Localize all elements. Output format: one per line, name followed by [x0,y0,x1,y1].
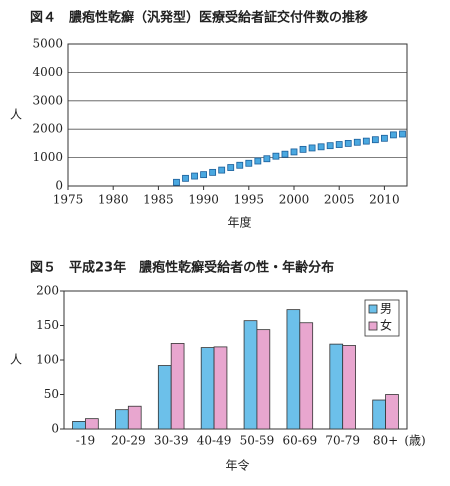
legend-label: 男 [380,302,392,316]
marker [281,150,289,158]
marker [182,174,189,182]
legend-swatch [368,304,378,314]
marker [308,144,316,152]
marker [344,139,352,147]
bar [213,346,228,430]
bar [115,409,129,430]
x-tick-label: 2010 [369,193,400,207]
marker [299,145,307,153]
x-tick-label: 2000 [279,193,310,207]
x-tick-label: 1990 [188,193,219,207]
legend-label: 女 [380,318,392,333]
marker [362,137,370,145]
marker [326,142,334,150]
marker [200,171,208,179]
bar [372,399,386,430]
chart-title: 図５ 平成23年 膿疱性乾癬受給者の性・年齢分布 [30,260,334,276]
y-axis-label: 人 [10,353,22,367]
marker [353,138,361,146]
plot-frame [67,43,408,187]
x-axis-label: 年度 [227,215,251,230]
bar [85,418,99,430]
y-tick-label: 2000 [32,122,63,136]
marker [335,141,343,148]
y-tick-label: 100 [36,353,59,367]
bar [243,320,258,430]
x-tick-label: 20-29 [111,434,146,448]
x-tick-label: 30-39 [154,434,189,448]
y-tick-label: 0 [55,179,63,193]
marker [390,131,397,139]
marker [209,168,217,176]
marker [380,134,388,142]
bar [157,365,172,430]
marker [272,152,280,160]
bar [200,347,215,430]
bar [72,421,86,430]
marker [173,178,180,186]
x-tick-label: 1985 [143,193,174,207]
bar [170,343,185,430]
x-tick-label: -19 [76,434,95,448]
bar [299,322,314,430]
marker [263,155,271,163]
x-tick-label: 2005 [324,193,355,207]
marker [191,172,198,180]
x-tick-label: 40-49 [197,434,232,448]
y-tick-label: 5000 [32,37,63,51]
marker [317,143,325,151]
marker [371,136,379,144]
y-tick-label: 3000 [32,93,63,107]
marker [236,161,244,169]
bar [329,343,344,430]
y-tick-label: 50 [44,387,59,401]
marker [227,164,235,171]
x-tick-label: 70-79 [325,434,360,448]
legend-swatch [368,321,378,331]
y-tick-label: 200 [36,284,59,298]
plot-frame [63,290,408,430]
y-tick-label: 1000 [32,150,63,164]
x-tick-label: 1995 [234,193,265,207]
y-tick-label: 150 [36,318,59,332]
y-tick-label: 0 [51,422,59,436]
marker [245,159,253,167]
chart-title: 図４ 膿疱性乾癬（汎発型）医療受給者証交付件数の推移 [30,10,368,26]
marker [290,148,298,156]
x-tick-label: 1975 [53,193,84,207]
bar [342,345,356,430]
marker [254,157,262,165]
x-tick-label: 60-69 [283,434,318,448]
y-tick-label: 4000 [32,65,63,79]
x-tick-label: 80+ [373,434,398,448]
bar [385,394,399,430]
y-axis-label: 人 [10,108,22,122]
bar [286,309,301,430]
bar [256,329,271,430]
bar [127,405,142,430]
x-tick-label: 1980 [98,193,129,207]
marker [399,130,406,138]
marker [218,166,226,174]
x-axis-label: 年令 [225,458,249,473]
x-tick-label: 50-59 [240,434,275,448]
annotation: (歳) [404,434,425,448]
